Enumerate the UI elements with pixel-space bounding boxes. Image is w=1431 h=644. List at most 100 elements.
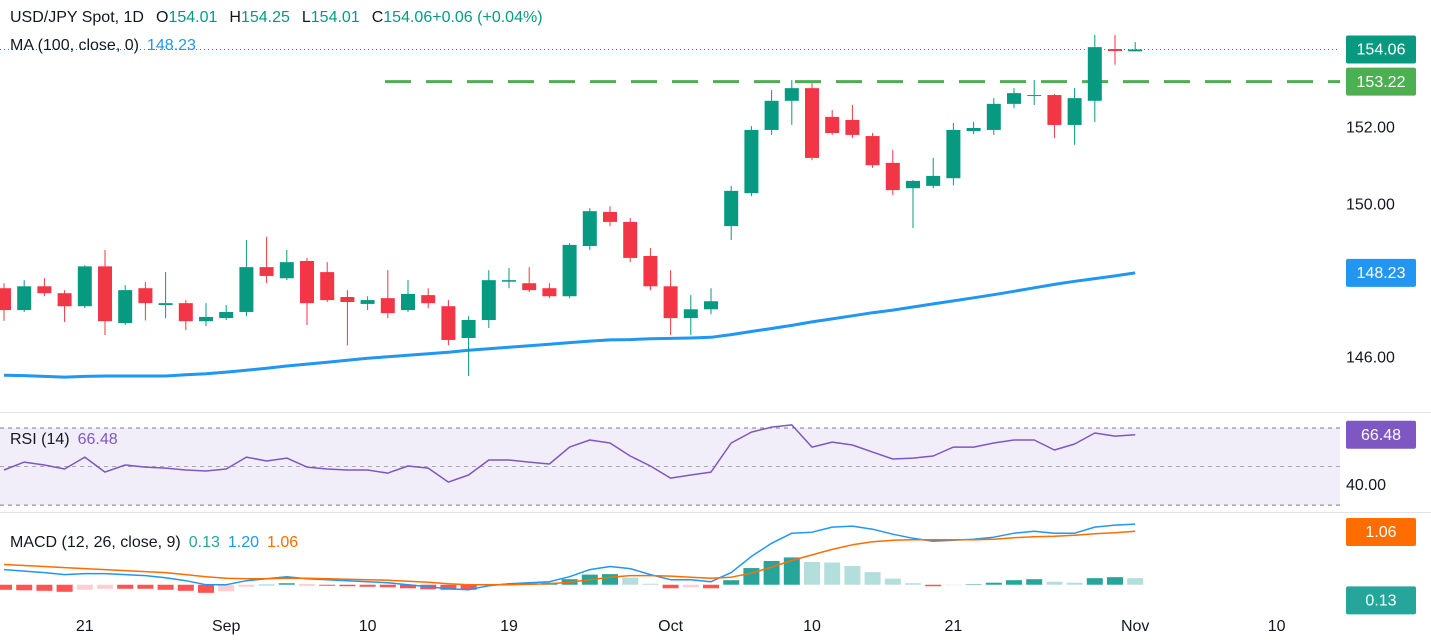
legend: MA (100, close, 0) 148.23 bbox=[10, 37, 196, 54]
macd-line bbox=[3, 530, 1136, 586]
candle-body bbox=[1128, 49, 1143, 52]
candle-body bbox=[502, 280, 516, 282]
ma-legend-value: 148.23 bbox=[147, 37, 196, 54]
legend-value: 154.01 bbox=[168, 9, 217, 26]
candle-body bbox=[421, 295, 436, 304]
ma-badge-bg bbox=[1346, 258, 1416, 287]
rsi-badge: 66.48 bbox=[1361, 427, 1401, 444]
candle-body bbox=[522, 283, 537, 291]
x-tick-label: 10 bbox=[803, 618, 821, 635]
histogram-badge: 0.13 bbox=[1365, 593, 1396, 610]
signal-badge: 1.06 bbox=[1365, 524, 1396, 541]
x-tick-label: Sep bbox=[212, 618, 241, 635]
signal-badge-bg bbox=[1346, 518, 1416, 546]
histogram-bar bbox=[157, 584, 174, 590]
candle-body bbox=[158, 303, 173, 306]
histogram-bar bbox=[1107, 577, 1123, 585]
candle-body bbox=[17, 286, 32, 311]
candle-body bbox=[219, 311, 234, 319]
candle-body bbox=[98, 266, 112, 322]
x-tick-label: Oct bbox=[658, 618, 683, 635]
histogram-bar bbox=[299, 584, 315, 586]
candle-body bbox=[623, 221, 638, 258]
candle-body bbox=[441, 306, 456, 340]
histogram-bar bbox=[723, 580, 740, 585]
macd-line bbox=[3, 523, 1136, 591]
symbol: USD/JPY Spot, 1D bbox=[10, 9, 144, 26]
histogram-bar bbox=[884, 578, 901, 585]
level-badge: 153.22 bbox=[1357, 74, 1406, 91]
rsi-legend-name: RSI (14) bbox=[10, 431, 70, 448]
histogram-bar bbox=[137, 584, 154, 589]
histogram-bar bbox=[36, 584, 53, 591]
histogram-bar bbox=[662, 584, 679, 589]
candle-body bbox=[845, 119, 860, 135]
candle-body bbox=[401, 293, 415, 311]
histogram-bar bbox=[16, 584, 33, 591]
candle-body bbox=[1027, 95, 1042, 97]
candle-body bbox=[582, 211, 597, 247]
histogram-bar bbox=[0, 584, 12, 590]
candle-body bbox=[805, 88, 819, 158]
histogram-bar bbox=[703, 584, 719, 589]
x-tick-label: Nov bbox=[1121, 618, 1149, 635]
last-price-badge-bg bbox=[1346, 35, 1416, 64]
y-tick-label: 146.00 bbox=[1346, 350, 1395, 367]
rsi-badge-bg bbox=[1346, 420, 1416, 449]
candle-body bbox=[1108, 49, 1122, 51]
histogram-bar bbox=[218, 584, 235, 592]
y-tick-label: 40.00 bbox=[1346, 477, 1386, 494]
histogram-bar bbox=[1006, 580, 1022, 585]
histogram-bar bbox=[824, 562, 841, 585]
histogram-bar bbox=[804, 562, 820, 585]
candle-body bbox=[461, 320, 476, 339]
candle-body bbox=[704, 301, 718, 310]
candle-body bbox=[37, 286, 52, 294]
candle-body bbox=[1067, 98, 1082, 125]
histogram-bar bbox=[319, 584, 336, 586]
legend-value: +0.06 (+0.04%) bbox=[432, 9, 542, 26]
legend: RSI (14) 66.48 bbox=[10, 431, 118, 448]
histogram-bar bbox=[985, 582, 1002, 585]
histogram-bar bbox=[642, 583, 659, 585]
candle-body bbox=[603, 211, 617, 222]
candle-body bbox=[906, 180, 920, 189]
x-tick-label: 10 bbox=[1268, 618, 1286, 635]
candle-body bbox=[663, 286, 678, 319]
macd-legend-value: 1.20 bbox=[228, 534, 259, 551]
legend: USD/JPY Spot, 1D O154.01 H154.25 L154.01 C15… bbox=[10, 9, 543, 26]
candle-body bbox=[57, 293, 72, 307]
candle-body bbox=[562, 244, 577, 297]
rsi-legend-value: 66.48 bbox=[78, 431, 118, 448]
candle-body bbox=[320, 272, 335, 301]
legend-key: L bbox=[302, 9, 311, 26]
histogram-badge-bg bbox=[1346, 586, 1416, 615]
histogram-bar bbox=[440, 584, 457, 590]
candle-body bbox=[0, 288, 11, 311]
legend-key: H bbox=[229, 9, 241, 26]
candle-body bbox=[178, 303, 193, 322]
candle-body bbox=[199, 316, 213, 322]
macd-legend-value: 0.13 bbox=[189, 534, 220, 551]
level-badge-bg bbox=[1346, 67, 1416, 96]
histogram-bar bbox=[97, 584, 113, 589]
candle-body bbox=[239, 267, 254, 312]
histogram-bar bbox=[1127, 578, 1144, 585]
candle-body bbox=[784, 88, 799, 101]
candle-body bbox=[986, 103, 1001, 130]
candle-body bbox=[340, 297, 355, 303]
histogram-bar bbox=[965, 584, 982, 585]
histogram-bar bbox=[1046, 581, 1063, 585]
histogram-bar bbox=[682, 584, 699, 588]
candle-body bbox=[360, 300, 375, 304]
candle-body bbox=[542, 288, 557, 297]
candle-body bbox=[683, 309, 698, 319]
candle-body bbox=[885, 162, 900, 191]
candle-body bbox=[643, 256, 658, 287]
histogram-bar bbox=[258, 584, 275, 586]
rsi-line bbox=[3, 424, 1136, 483]
candle-body bbox=[481, 280, 496, 321]
candle-body bbox=[300, 260, 314, 304]
x-tick-label: 21 bbox=[945, 618, 963, 635]
